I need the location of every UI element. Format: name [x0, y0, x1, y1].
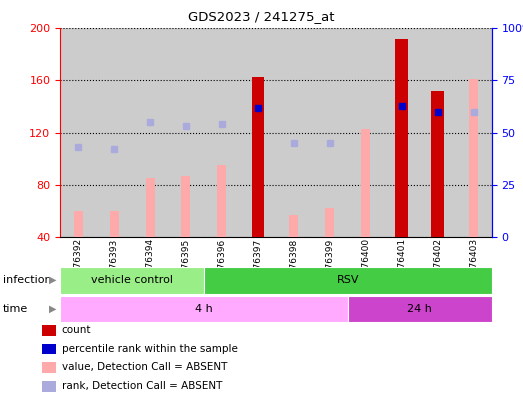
Bar [74, 211, 83, 237]
Bar [168, 28, 204, 237]
Bar [361, 129, 370, 237]
Bar [145, 178, 154, 237]
Bar [96, 28, 132, 237]
Bar [419, 28, 456, 237]
Text: RSV: RSV [336, 275, 359, 286]
Text: time: time [3, 304, 28, 313]
Text: value, Detection Call = ABSENT: value, Detection Call = ABSENT [62, 362, 227, 372]
Bar [456, 28, 492, 237]
Bar [60, 296, 348, 322]
Bar [395, 39, 408, 237]
Bar [312, 28, 348, 237]
Text: percentile rank within the sample: percentile rank within the sample [62, 344, 237, 354]
Text: GDS2023 / 241275_at: GDS2023 / 241275_at [188, 10, 335, 23]
Text: 24 h: 24 h [407, 304, 432, 314]
Bar [289, 215, 298, 237]
Bar [132, 28, 168, 237]
Bar [384, 28, 419, 237]
Bar [181, 176, 190, 237]
Text: 4 h: 4 h [195, 304, 213, 314]
Bar [325, 208, 334, 237]
Text: infection: infection [3, 275, 51, 285]
Text: rank, Detection Call = ABSENT: rank, Detection Call = ABSENT [62, 381, 222, 391]
Bar [110, 211, 119, 237]
Bar [348, 28, 384, 237]
Bar [60, 267, 204, 294]
Text: count: count [62, 325, 91, 335]
Bar [348, 296, 492, 322]
Bar [276, 28, 312, 237]
Bar [204, 28, 240, 237]
Bar [252, 77, 264, 237]
Text: ▶: ▶ [49, 304, 56, 313]
Text: vehicle control: vehicle control [91, 275, 173, 286]
Bar [60, 28, 96, 237]
Bar [431, 91, 444, 237]
Bar [204, 267, 492, 294]
Bar [469, 79, 478, 237]
Bar [240, 28, 276, 237]
Bar [218, 165, 226, 237]
Text: ▶: ▶ [49, 275, 56, 285]
